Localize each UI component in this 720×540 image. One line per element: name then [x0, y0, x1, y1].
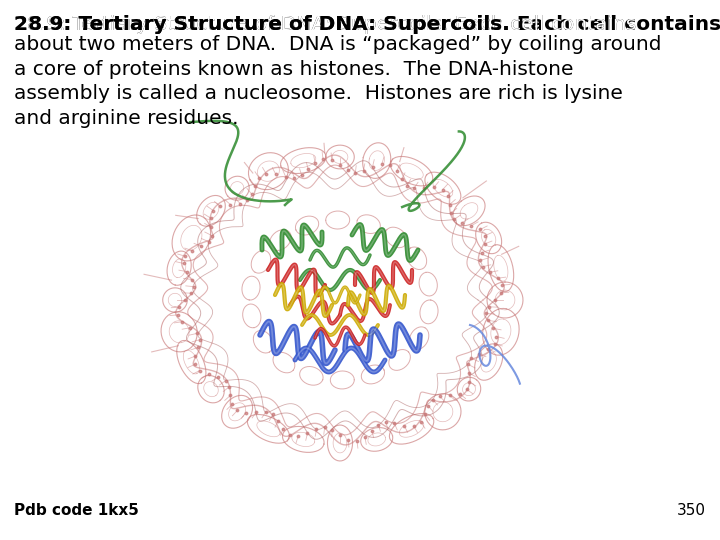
Text: 28.9: Tertiary Structure of DNA: Supercoils. Each cell contains: 28.9: Tertiary Structure of DNA: Superco…	[14, 15, 636, 34]
Text: Pdb code 1kx5: Pdb code 1kx5	[14, 503, 139, 518]
Text: 28.9: Tertiary Structure of DNA: Supercoils.: 28.9: Tertiary Structure of DNA: Superco…	[14, 15, 510, 34]
Text: 28.9: Tertiary Structure of DNA: Supercoils. Each cell contains: 28.9: Tertiary Structure of DNA: Superco…	[14, 15, 720, 34]
Text: about two meters of DNA.  DNA is “packaged” by coiling around
a core of proteins: about two meters of DNA. DNA is “package…	[14, 35, 662, 128]
Text: 28.9: Tertiary Structure of DNA: Supercoils. Each cell contains: 28.9: Tertiary Structure of DNA: Superco…	[14, 15, 636, 34]
Text: 350: 350	[677, 503, 706, 518]
